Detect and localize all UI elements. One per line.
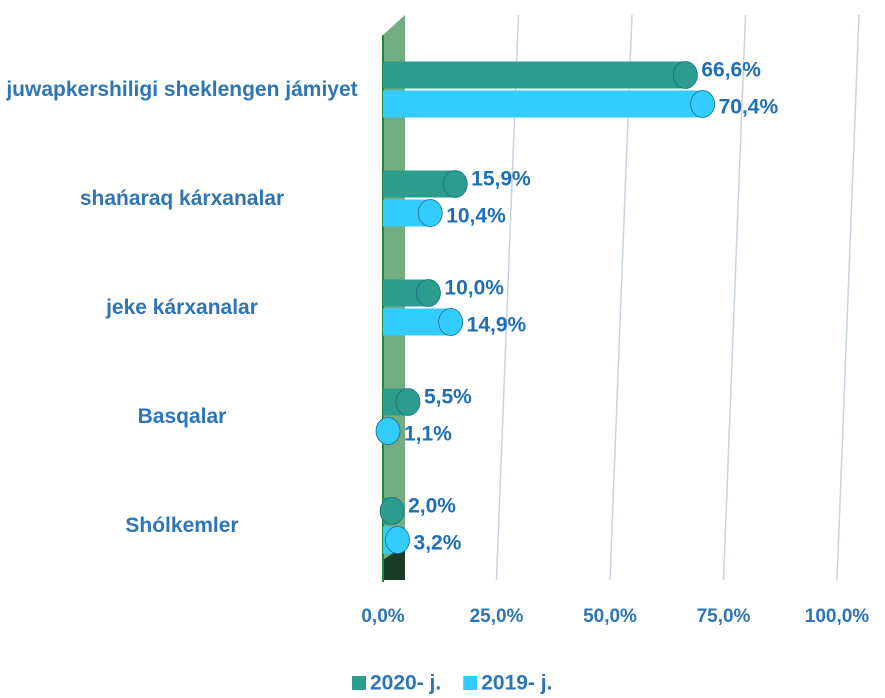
bar-body [383, 90, 703, 118]
bar [383, 388, 421, 416]
bar-body [383, 61, 686, 89]
category-label: shańaraq kárxanalar [79, 186, 285, 210]
bar [375, 417, 401, 445]
bar [383, 90, 716, 118]
legend-label: 2019- j. [481, 672, 552, 695]
x-tick-label: 25,0% [470, 606, 524, 627]
x-tick-label: 100,0% [805, 606, 870, 627]
bar-cap [379, 497, 405, 525]
category-label: Shólkemler [125, 513, 239, 537]
value-label: 1,1% [404, 423, 452, 446]
bar-cap [375, 417, 401, 445]
legend-swatch [463, 676, 478, 690]
value-label: 10,0% [444, 277, 504, 300]
bar [383, 526, 410, 554]
category-label: juwapkershiligi sheklengen jámiyet [6, 77, 358, 101]
category-label: jeke kárxanalar [106, 295, 258, 319]
value-label: 2,0% [408, 495, 456, 518]
x-tick-label: 75,0% [697, 606, 751, 627]
bar [383, 199, 443, 227]
bar [383, 308, 464, 336]
bar-cap [442, 170, 468, 198]
bar-cap [672, 61, 698, 89]
bar [383, 61, 698, 89]
bar-cap [395, 388, 421, 416]
value-label: 66,6% [701, 59, 761, 82]
x-tick-label: 0,0% [361, 606, 404, 627]
bar-cap [415, 279, 441, 307]
category-label: Basqalar [137, 404, 227, 428]
value-label: 14,9% [467, 314, 527, 337]
bar-cap [438, 308, 464, 336]
x-tick-label: 50,0% [583, 606, 637, 627]
bar [383, 170, 468, 198]
bar [383, 279, 441, 307]
value-label: 5,5% [424, 386, 472, 409]
grid-line [722, 14, 747, 581]
bar-cap [385, 526, 410, 554]
grid-line [836, 14, 860, 581]
value-label: 70,4% [719, 96, 779, 119]
axis-floor [383, 545, 405, 580]
value-label: 3,2% [414, 532, 462, 555]
bar [379, 497, 405, 525]
legend-swatch [352, 676, 366, 690]
bar-cap [417, 199, 443, 227]
bar-cap [690, 90, 716, 118]
value-label: 10,4% [446, 205, 506, 228]
value-label: 15,9% [471, 168, 531, 191]
legend-label: 2020- j. [370, 672, 441, 695]
